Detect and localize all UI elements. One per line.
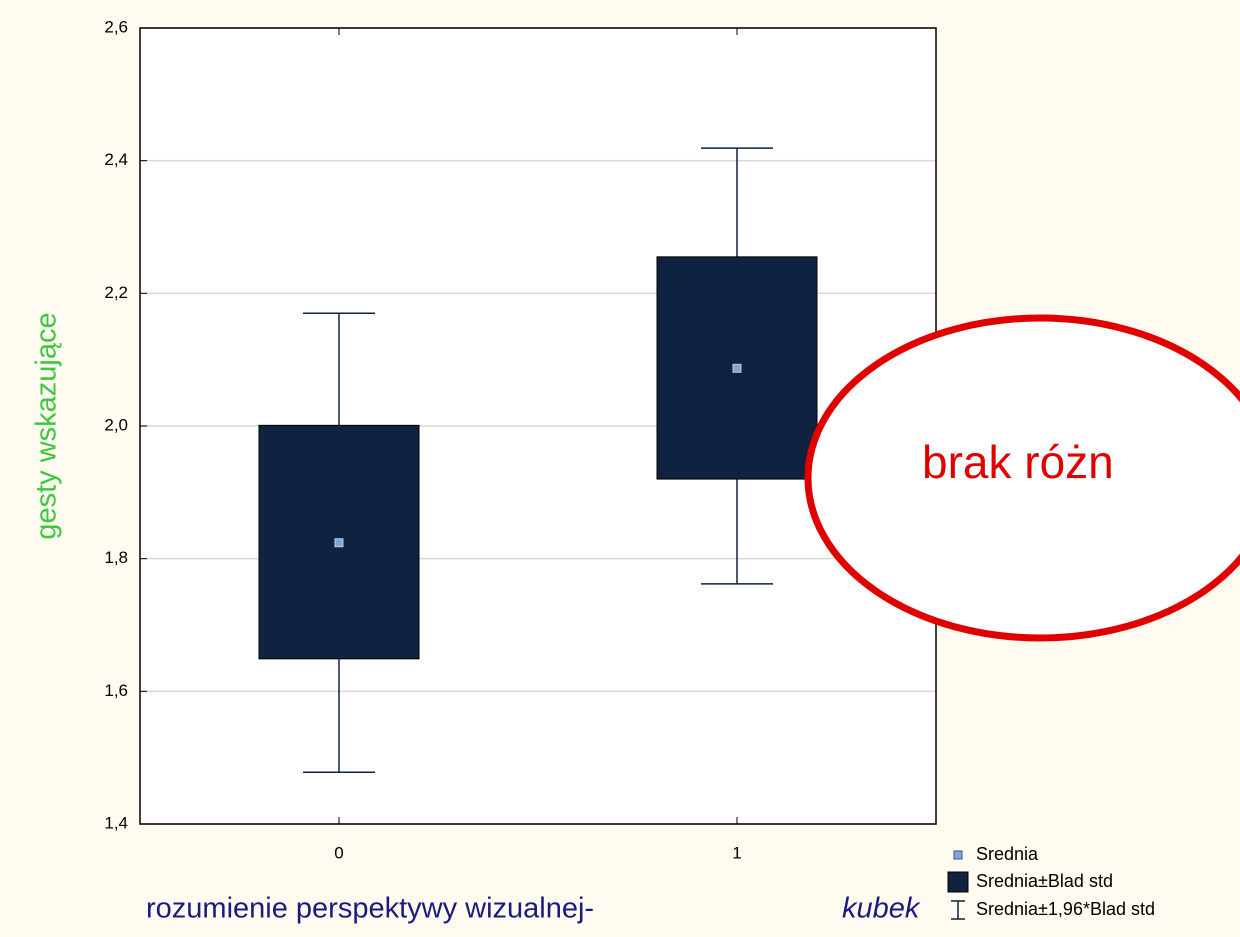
y-tick-label: 2,4 bbox=[104, 150, 128, 169]
mean-marker bbox=[334, 538, 344, 548]
y-tick-label: 1,8 bbox=[104, 548, 128, 567]
annotation: brak różn bbox=[922, 436, 1114, 488]
y-tick-label: 2,2 bbox=[104, 283, 128, 302]
y-tick-label: 2,6 bbox=[104, 17, 128, 36]
y-axis-label: gesty wskazujące bbox=[31, 312, 63, 539]
annotation-ellipse bbox=[804, 314, 1240, 642]
legend-label: Srednia±Blad std bbox=[976, 871, 1113, 891]
x-axis-label: rozumienie perspektywy wizualnej- bbox=[146, 893, 594, 925]
y-tick-label: 1,6 bbox=[104, 681, 128, 700]
x-tick-label: 0 bbox=[334, 843, 343, 862]
y-tick-label: 1,4 bbox=[104, 813, 128, 832]
legend-box-swatch bbox=[947, 871, 969, 893]
mean-marker bbox=[732, 363, 742, 373]
y-tick-label: 2,0 bbox=[104, 415, 128, 434]
legend-whisker-swatch bbox=[951, 900, 965, 920]
legend-mean-swatch bbox=[953, 850, 963, 860]
x-tick-label: 1 bbox=[732, 843, 741, 862]
legend-label: Srednia±1,96*Blad std bbox=[976, 899, 1155, 919]
x-axis-label-emphasis: kubek bbox=[842, 893, 921, 925]
legend-label: Srednia bbox=[976, 844, 1039, 864]
